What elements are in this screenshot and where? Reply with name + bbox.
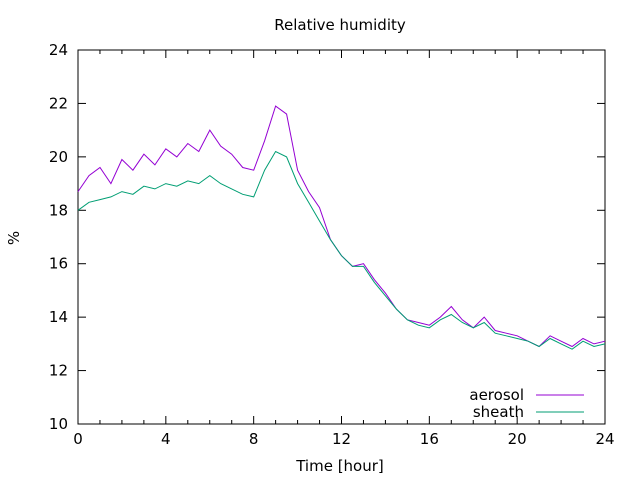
x-tick-label: 24 (595, 430, 614, 448)
y-axis-label: % (5, 231, 23, 245)
y-tick-label: 18 (49, 201, 68, 219)
x-axis-label: Time [hour] (295, 457, 384, 475)
x-tick-label: 0 (73, 430, 83, 448)
y-tick-label: 24 (49, 41, 68, 59)
y-tick-label: 22 (49, 94, 68, 112)
y-tick-label: 16 (49, 255, 68, 273)
series-line-sheath (77, 150, 606, 350)
x-tick-label: 8 (249, 430, 259, 448)
x-tick-label: 4 (161, 430, 171, 448)
chart-title: Relative humidity (274, 16, 406, 34)
legend-label-sheath: sheath (473, 403, 524, 421)
x-tick-label: 16 (420, 430, 439, 448)
plot-frame (77, 49, 606, 425)
plot-area: 0 4 8 12 16 20 24 10 12 14 16 18 20 22 24 (49, 41, 615, 448)
y-tick-label: 14 (49, 308, 68, 326)
y-tick-label: 20 (49, 148, 68, 166)
x-tick-label: 20 (508, 430, 527, 448)
axis-ticks: 0 4 8 12 16 20 24 10 12 14 16 18 20 22 24 (49, 41, 615, 448)
y-tick-label: 12 (49, 362, 68, 380)
series-layer (77, 105, 606, 350)
x-tick-label: 12 (332, 430, 351, 448)
series-line-aerosol (77, 105, 606, 348)
y-tick-label: 10 (49, 415, 68, 433)
legend-label-aerosol: aerosol (469, 386, 524, 404)
